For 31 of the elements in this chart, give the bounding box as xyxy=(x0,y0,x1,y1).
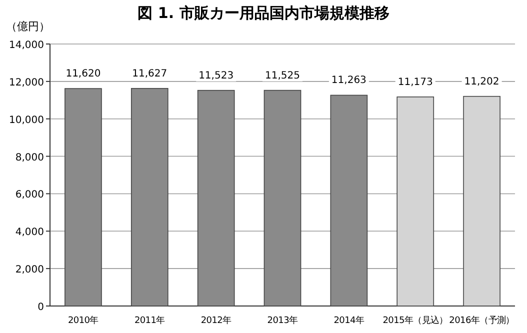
x-tick-label: 2013年 xyxy=(267,315,298,326)
x-tick-label: 2015年（見込） xyxy=(382,315,448,326)
bar xyxy=(463,96,500,306)
y-tick-label: 12,000 xyxy=(9,77,44,88)
data-label: 11,173 xyxy=(398,76,433,88)
data-label: 11,202 xyxy=(464,76,500,88)
y-tick-label: 8,000 xyxy=(15,152,44,164)
y-axis-title: （億円） xyxy=(6,20,50,33)
chart-title: 図 1. 市販カー用品国内市場規模推移 xyxy=(138,4,390,22)
data-label: 11,627 xyxy=(132,68,168,80)
x-tick-label: 2014年 xyxy=(334,315,364,326)
y-tick-label: 4,000 xyxy=(15,227,44,238)
bar xyxy=(197,90,235,306)
data-label: 11,620 xyxy=(66,68,101,80)
data-label: 11,263 xyxy=(331,75,366,86)
bar xyxy=(396,96,434,306)
x-tick-label: 2011年 xyxy=(134,315,166,326)
y-tick-label: 10,000 xyxy=(9,114,44,126)
bar xyxy=(130,88,168,306)
data-label: 11,525 xyxy=(265,70,300,82)
y-tick-label: 2,000 xyxy=(15,264,44,276)
x-tick-label: 2010年 xyxy=(68,315,99,326)
y-tick-label: 14,000 xyxy=(9,40,44,51)
bar xyxy=(264,90,302,306)
y-tick-label: 6,000 xyxy=(15,190,44,201)
data-label: 11,523 xyxy=(198,70,234,82)
x-tick-label: 2012年 xyxy=(200,315,232,326)
y-tick-label: 0 xyxy=(38,302,44,313)
bar xyxy=(330,94,368,306)
bar xyxy=(64,88,102,306)
x-tick-label: 2016年（予測） xyxy=(449,315,514,326)
